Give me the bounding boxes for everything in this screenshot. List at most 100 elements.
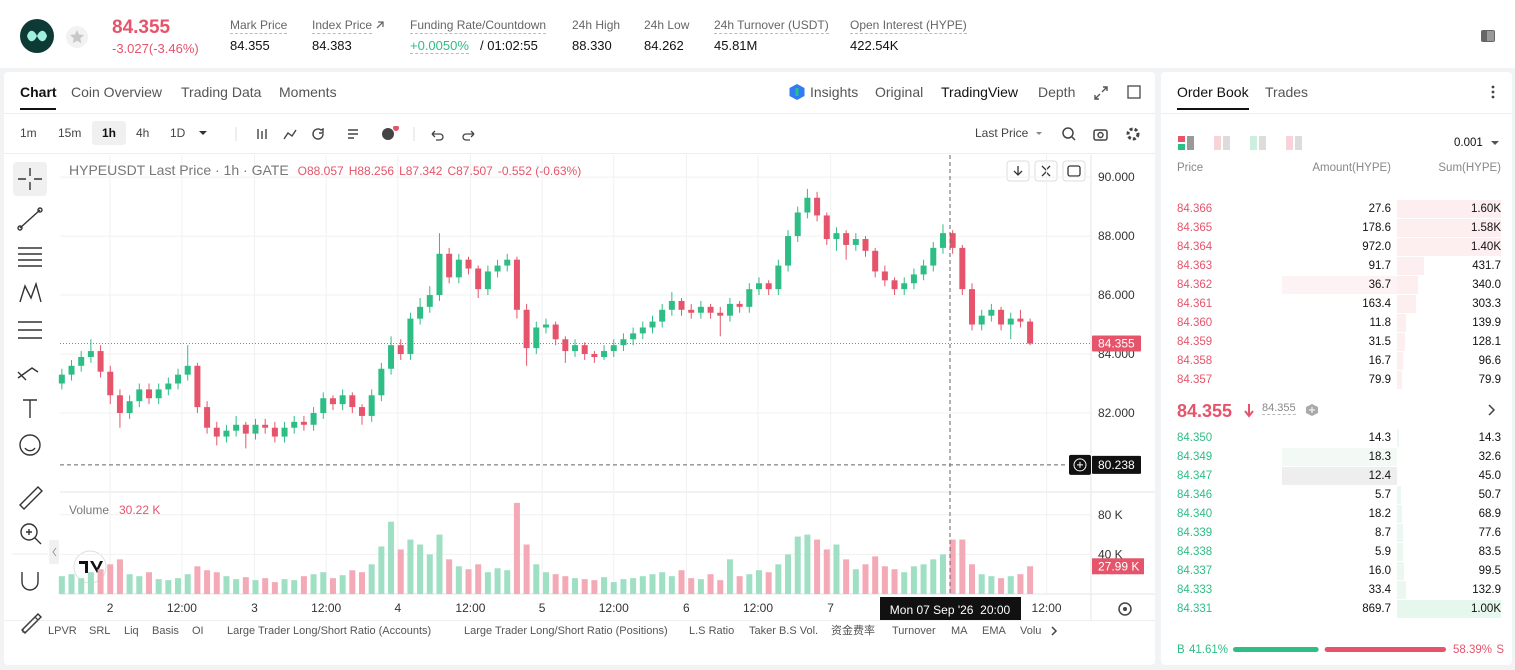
candle-body [320, 398, 327, 413]
tab[interactable]: Original [875, 84, 924, 100]
interval[interactable]: 1m [20, 126, 37, 140]
ohlc-label: O88.057 [298, 164, 344, 178]
volume-bar [978, 574, 985, 594]
candle-body [300, 421, 307, 425]
ai-icon[interactable] [788, 83, 806, 101]
dropdown-caret[interactable] [1490, 139, 1500, 147]
price: 84.349 [1177, 451, 1213, 463]
tab[interactable]: Chart [20, 84, 57, 100]
interval[interactable]: 15m [58, 126, 82, 140]
volume-bar [78, 578, 85, 594]
indicator-tab[interactable]: MA [951, 625, 968, 637]
book-icon[interactable] [1478, 27, 1498, 45]
amount: 12.4 [1368, 470, 1391, 482]
candle-body [717, 312, 724, 316]
buy-letter: B [1177, 644, 1185, 656]
chevron[interactable] [1487, 404, 1497, 416]
indicator-tab[interactable]: Turnover [892, 625, 936, 637]
price-type[interactable]: Last Price [975, 126, 1029, 140]
pencil-icon[interactable] [18, 610, 42, 634]
more-icon[interactable] [1488, 84, 1498, 100]
candle-body [562, 339, 569, 352]
candle-body [668, 300, 675, 310]
price: 84.358 [1177, 355, 1213, 367]
stat-label[interactable]: Index Price [312, 18, 373, 34]
sum: 132.9 [1472, 584, 1501, 596]
volume-bar [155, 579, 162, 594]
interval[interactable]: 1h [102, 126, 117, 140]
tab[interactable]: Insights [810, 84, 859, 100]
price: 84.364 [1177, 241, 1213, 253]
candle-body [1017, 318, 1024, 322]
y-tick-label: 90.000 [1098, 170, 1135, 184]
sum: 1.40K [1470, 241, 1501, 253]
column-header: Amount(HYPE) [1312, 162, 1391, 174]
price: 84.337 [1177, 565, 1213, 577]
candle-body [359, 407, 366, 416]
indicator-tab[interactable]: L.S Ratio [689, 625, 735, 637]
volume-bar [581, 579, 588, 594]
interval[interactable]: 4h [136, 126, 150, 140]
stat-value: 422.54K [850, 38, 899, 53]
countdown: / 01:02:55 [480, 38, 538, 53]
tab[interactable]: Coin Overview [71, 84, 163, 100]
tab[interactable]: Order Book [1177, 84, 1249, 100]
candle-body [1007, 318, 1014, 325]
volume-bar [175, 578, 182, 594]
volume-bar [252, 580, 259, 594]
volume-bar [126, 574, 133, 594]
drawing-tools[interactable] [10, 160, 52, 635]
book-view-icons[interactable] [1177, 135, 1307, 151]
tab[interactable]: TradingView [941, 84, 1019, 100]
sum: 1.58K [1470, 222, 1501, 234]
indicator-tab[interactable]: Large Trader Long/Short Ratio (Accounts) [227, 625, 432, 637]
y-tick-label: 82.000 [1098, 406, 1135, 420]
link-icon[interactable] [374, 19, 386, 31]
indicator-tab[interactable]: LPVR [48, 625, 77, 637]
indicator-tab[interactable]: Basis [152, 625, 179, 637]
favorite-star[interactable] [65, 25, 89, 49]
indicator-tab[interactable]: EMA [982, 625, 1006, 637]
candle-body [504, 259, 511, 266]
volume-bar [349, 570, 356, 594]
candle-body [1027, 321, 1034, 344]
tab[interactable]: Trades [1265, 84, 1309, 100]
toolbar-right-icons[interactable] [1034, 126, 1144, 142]
volume-bar [591, 580, 598, 594]
volume-bar [368, 564, 375, 594]
indicator-tab[interactable]: Large Trader Long/Short Ratio (Positions… [464, 625, 668, 637]
interval[interactable]: 1D [170, 126, 186, 140]
price: 84.339 [1177, 527, 1213, 539]
precision[interactable]: 0.001 [1454, 137, 1483, 149]
volume-bar [504, 570, 511, 594]
logo [20, 19, 54, 53]
sum: 32.6 [1478, 451, 1501, 463]
indicator-tab[interactable]: 资金费率 [831, 625, 875, 637]
volume-bar [707, 574, 714, 594]
tab[interactable]: Moments [279, 84, 337, 100]
volume-bar [533, 564, 540, 594]
volume-bar [339, 575, 346, 594]
toolbar-icons[interactable] [196, 126, 486, 142]
plot-controls[interactable] [1006, 160, 1090, 182]
volume-bar [407, 539, 414, 594]
settings-icon[interactable] [1115, 600, 1135, 618]
indicator-tab[interactable]: SRL [89, 625, 111, 637]
info-icon[interactable] [1305, 403, 1319, 417]
tab[interactable]: Trading Data [181, 84, 262, 100]
indicator-tab[interactable]: Volu [1020, 625, 1042, 637]
indicator-tab[interactable]: Liq [124, 625, 139, 637]
candle-body [746, 289, 753, 307]
indicator-tab[interactable]: OI [192, 625, 204, 637]
window-icons[interactable] [1092, 84, 1152, 102]
collapse-handle[interactable] [49, 540, 59, 564]
indicator-tab[interactable]: Taker B.S Vol. [749, 625, 819, 637]
stat-value: 84.355 [230, 38, 270, 53]
amount: 11.8 [1369, 317, 1391, 329]
candle-body [804, 197, 811, 213]
tab[interactable]: Depth [1038, 84, 1076, 100]
more-indicators[interactable] [1048, 625, 1060, 637]
candle-body [523, 309, 530, 349]
candle-body [465, 259, 472, 269]
sum: 83.5 [1478, 546, 1501, 558]
